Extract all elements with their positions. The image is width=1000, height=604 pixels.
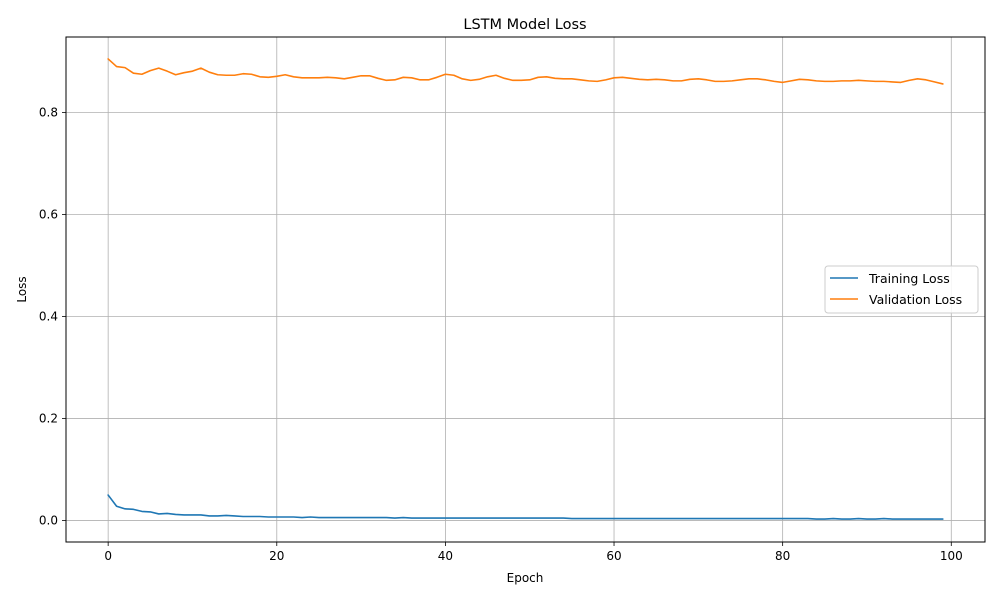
legend-box: [824, 265, 979, 314]
x-tick-label: 0: [104, 549, 112, 563]
y-tick-label: 0.4: [39, 310, 58, 324]
series-line-validation-loss: [107, 58, 944, 85]
y-tick-label: 0.8: [39, 105, 58, 119]
legend: Training Loss Validation Loss: [824, 265, 979, 314]
legend-label-validation-loss: Validation Loss: [869, 292, 962, 307]
x-tick-label: 40: [438, 549, 453, 563]
chart-title: LSTM Model Loss: [463, 17, 586, 33]
x-tick-label: 80: [775, 549, 790, 563]
y-tick-label: 0.2: [39, 412, 58, 426]
x-tick-label: 60: [606, 549, 621, 563]
x-tick-label: 20: [269, 549, 284, 563]
x-axis-label: Epoch: [507, 571, 544, 585]
y-tick-label: 0.0: [39, 514, 58, 528]
y-axis-label: Loss: [15, 276, 29, 302]
series-layer: [107, 58, 944, 520]
series-line-training-loss: [107, 494, 944, 520]
legend-label-training-loss: Training Loss: [868, 271, 950, 286]
axis-ticks: 0 20 40 60 80 100 0.0 0.2 0.4 0.6 0.8: [39, 105, 963, 563]
x-tick-label: 100: [940, 549, 963, 563]
plot-frame: [65, 36, 986, 543]
y-tick-label: 0.6: [39, 208, 58, 222]
grid: [66, 37, 985, 542]
